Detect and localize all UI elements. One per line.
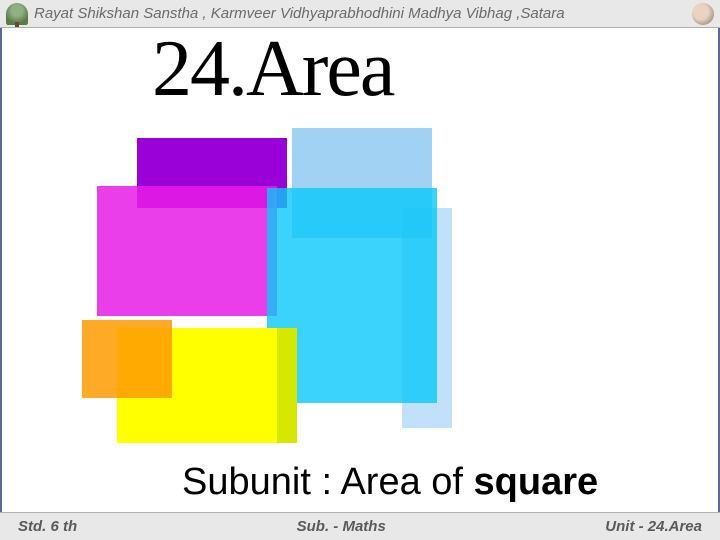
subtitle-bold: square	[474, 461, 599, 503]
footer-bar: Std. 6 th Sub. - Maths Unit - 24.Area	[0, 512, 720, 540]
magenta-rect	[97, 186, 277, 316]
portrait-icon	[692, 3, 714, 25]
slide-content: 24.Area Subunit : Area of square	[0, 28, 720, 512]
orange-rect	[82, 320, 172, 398]
decorative-shapes-group	[82, 138, 462, 478]
slide-title: 24.Area	[152, 24, 393, 115]
tree-logo-icon	[6, 3, 28, 25]
footer-unit: Unit - 24.Area	[605, 518, 702, 535]
header-organization-text: Rayat Shikshan Sanstha , Karmveer Vidhya…	[34, 5, 692, 22]
yellow-overlap-rect	[277, 328, 297, 443]
subtitle-prefix: Subunit : Area of	[182, 461, 474, 503]
footer-subject: Sub. - Maths	[297, 518, 386, 535]
slide-subtitle: Subunit : Area of square	[182, 461, 598, 504]
footer-standard: Std. 6 th	[18, 518, 77, 535]
